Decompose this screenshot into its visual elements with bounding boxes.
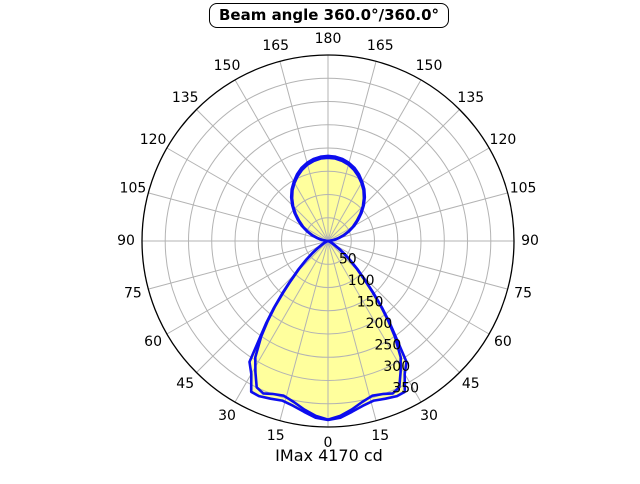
- angle-tick-label: 105: [120, 181, 147, 197]
- angle-tick-label: 45: [462, 376, 480, 392]
- angle-tick-label: 60: [144, 334, 162, 350]
- grid-spoke: [327, 240, 377, 421]
- radial-tick-label: 50: [339, 252, 357, 268]
- grid-spoke: [148, 240, 329, 290]
- radial-tick-label: 250: [375, 337, 402, 353]
- angle-tick-label: 120: [140, 132, 167, 148]
- grid-spoke: [327, 61, 377, 242]
- chart-title: Beam angle 360.0°/360.0°: [208, 3, 450, 28]
- angle-tick-label: 90: [521, 233, 539, 249]
- angle-tick-label: 60: [494, 334, 512, 350]
- radial-tick-label: 300: [383, 359, 410, 375]
- radial-tick-label: 100: [348, 273, 375, 289]
- angle-tick-label: 150: [416, 58, 443, 74]
- grid-spoke: [234, 79, 329, 242]
- grid-spoke: [327, 240, 460, 373]
- grid-spoke: [196, 109, 329, 242]
- angle-tick-label: 135: [457, 90, 484, 106]
- grid-spoke: [279, 240, 329, 421]
- imax-annotation: IMax 4170 cd: [275, 446, 383, 465]
- grid-spoke: [327, 109, 460, 242]
- angle-tick-label: 0: [324, 435, 333, 451]
- angle-tick-label: 105: [510, 181, 537, 197]
- angle-tick-label: 30: [420, 408, 438, 424]
- angle-tick-label: 30: [218, 408, 236, 424]
- angle-tick-label: 75: [124, 285, 142, 301]
- radial-tick-label: 350: [392, 380, 419, 396]
- radial-tick-label: 200: [366, 316, 393, 332]
- angle-tick-label: 120: [490, 132, 517, 148]
- angle-tick-label: 135: [172, 90, 199, 106]
- grid-spoke: [327, 192, 508, 242]
- angle-tick-label: 90: [117, 233, 135, 249]
- angle-tick-label: 180: [315, 31, 342, 47]
- beam-curve-plane-b: [254, 156, 402, 421]
- grid-spoke: [327, 240, 508, 290]
- angle-tick-label: 15: [371, 428, 389, 444]
- angle-tick-label: 15: [267, 428, 285, 444]
- angle-tick-label: 75: [514, 285, 532, 301]
- angle-tick-label: 165: [367, 38, 394, 54]
- grid-spoke: [148, 192, 329, 242]
- radial-tick-label: 150: [357, 294, 384, 310]
- angle-tick-label: 165: [262, 38, 289, 54]
- outer-circle: [141, 54, 515, 428]
- grid-spoke: [166, 240, 329, 335]
- grid-spoke: [279, 61, 329, 242]
- grid-spoke: [327, 79, 422, 242]
- grid-spoke: [196, 240, 329, 373]
- angle-tick-label: 150: [214, 58, 241, 74]
- angle-tick-label: 45: [176, 376, 194, 392]
- grid-spoke: [327, 240, 490, 335]
